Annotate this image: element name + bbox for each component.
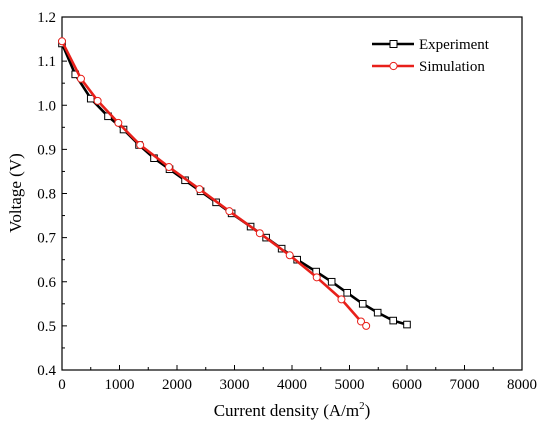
x-axis-title: Current density (A/m2) <box>214 400 371 420</box>
data-point-simulation <box>285 251 294 260</box>
y-tick-label: 0.4 <box>37 363 56 379</box>
data-point-simulation <box>114 118 123 127</box>
x-axis-title-main: Current density (A/m <box>214 401 359 420</box>
x-tick-label: 1000 <box>105 377 135 393</box>
legend: Experiment Simulation <box>372 37 490 75</box>
x-tick-label: 5000 <box>335 377 365 393</box>
data-point-experiment <box>327 277 336 286</box>
data-point-simulation <box>58 37 66 46</box>
y-tick-label: 1.1 <box>37 54 56 70</box>
y-tick-label: 0.9 <box>37 142 56 158</box>
series-layer <box>58 37 411 330</box>
data-point-simulation <box>76 74 85 83</box>
y-tick-label: 1.0 <box>37 98 56 114</box>
x-tick-label: 0 <box>58 377 66 393</box>
data-point-experiment <box>343 288 351 297</box>
x-tick-label: 8000 <box>507 377 537 393</box>
x-axis-title-end: ) <box>365 401 371 420</box>
data-point-simulation <box>225 207 234 216</box>
data-point-experiment <box>358 300 367 308</box>
y-tick-label: 0.8 <box>37 187 56 203</box>
legend-marker-simulation <box>389 61 398 71</box>
y-tick-label: 1.2 <box>37 10 56 26</box>
legend-entry-simulation: Simulation <box>372 59 485 75</box>
y-tick-label: 0.6 <box>37 275 56 291</box>
data-point-simulation <box>136 140 145 149</box>
legend-entry-experiment: Experiment <box>372 37 490 53</box>
data-point-simulation <box>164 163 173 172</box>
data-point-simulation <box>255 229 264 238</box>
data-point-experiment <box>373 308 382 317</box>
x-tick-label: 7000 <box>450 377 480 393</box>
data-point-experiment <box>389 316 397 325</box>
y-tick-label: 0.5 <box>37 319 56 335</box>
y-axis-title: Voltage (V) <box>6 153 25 232</box>
legend-marker-experiment <box>389 40 398 48</box>
x-tick-label: 2000 <box>162 377 192 393</box>
data-point-experiment <box>403 320 411 329</box>
legend-label-experiment: Experiment <box>419 37 490 53</box>
data-point-simulation <box>362 321 371 330</box>
legend-label-simulation: Simulation <box>419 59 485 75</box>
data-point-simulation <box>357 317 365 326</box>
series-line-experiment <box>60 42 408 326</box>
data-point-simulation <box>93 96 102 105</box>
x-tick-label: 6000 <box>392 377 422 393</box>
series-experiment <box>58 39 411 329</box>
plot-area: 0 1000 2000 3000 4000 5000 6000 7000 8000 0.4 0.5… <box>37 10 537 393</box>
series-line-simulation <box>60 40 368 327</box>
x-axis-title-sup: 2 <box>359 400 365 412</box>
y-tick-label: 0.7 <box>37 231 56 247</box>
series-simulation <box>58 37 371 330</box>
y-axis-ticks: 0.4 0.5 0.6 0.7 0.8 0.9 1.0 1.1 1.2 <box>37 10 67 379</box>
data-point-simulation <box>195 185 204 194</box>
x-tick-label: 3000 <box>220 377 250 393</box>
data-point-simulation <box>337 295 346 304</box>
x-axis-ticks: 0 1000 2000 3000 4000 5000 6000 7000 8000 <box>58 365 537 393</box>
data-point-simulation <box>312 273 321 282</box>
x-tick-label: 4000 <box>277 377 307 393</box>
data-point-experiment <box>86 94 95 103</box>
